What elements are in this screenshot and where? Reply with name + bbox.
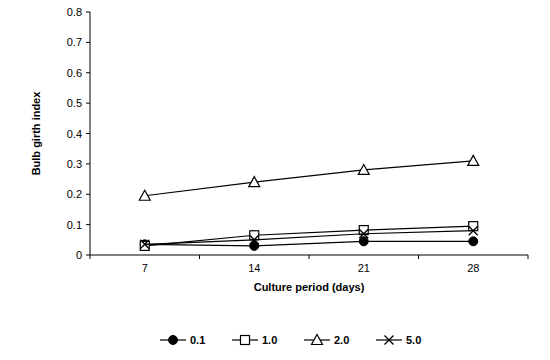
data-point [139,190,150,200]
data-point [469,222,478,231]
data-point [140,240,149,249]
y-tick-label: 0.2 [67,188,82,200]
y-tick-label: 0.4 [67,128,82,140]
data-point [250,231,259,240]
data-point [250,235,259,244]
y-tick-label: 0.3 [67,158,82,170]
x-tick [418,255,419,259]
data-point [358,164,369,174]
legend: 0.1 1.0 2.0 5.0 [160,334,421,346]
plot-area [139,155,479,250]
y-tick [86,194,90,195]
chart: 0 0.1 0.2 0.3 0.4 0.5 0.6 0.7 0.8 7 14 21 28 Culture … [0,0,550,360]
series-line [145,231,474,245]
y-tick [86,12,90,13]
y-tick [86,224,90,225]
x-tick-label: 28 [467,262,479,274]
legend-marker [312,335,323,345]
y-tick [86,103,90,104]
data-point [359,229,368,238]
series-line [145,226,474,246]
data-point [249,177,260,187]
x-tick [90,255,91,259]
legend-label: 5.0 [406,334,421,346]
y-tick-label: 0.5 [67,97,82,109]
legend-label: 2.0 [334,334,349,346]
x-tick-label: 7 [142,262,148,274]
data-point [469,237,478,246]
legend-label: 0.1 [190,334,205,346]
y-tick [86,72,90,73]
y-tick-label: 0 [76,249,82,261]
legend-marker [169,336,178,345]
series-line [145,161,474,196]
y-tick-label: 0.1 [67,219,82,231]
y-tick [86,163,90,164]
x-tick [199,255,200,259]
legend-label: 1.0 [262,334,277,346]
y-axis-title: Bulb girth index [30,91,42,176]
legend-marker [241,336,250,345]
y-tick-label: 0.8 [67,6,82,18]
y-tick-label: 0.7 [67,36,82,48]
y-tick [86,255,90,256]
y-tick [86,133,90,134]
data-point [140,241,149,250]
x-tick-label: 21 [358,262,370,274]
data-point [359,237,368,246]
x-tick [528,255,529,259]
y-tick [86,42,90,43]
data-point [469,226,478,235]
y-tick-label: 0.6 [67,67,82,79]
x-tick [309,255,310,259]
x-tick-label: 14 [248,262,260,274]
x-axis-title: Culture period (days) [254,281,365,293]
legend-marker [385,336,394,345]
data-point [468,155,479,165]
